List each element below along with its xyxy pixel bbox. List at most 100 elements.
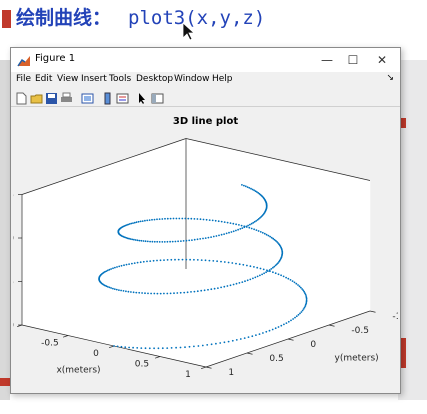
y-tick-label: 0 [310, 340, 316, 350]
data-point [133, 221, 136, 224]
data-point [244, 185, 247, 188]
data-point [197, 345, 200, 347]
menu-view[interactable]: View [57, 74, 79, 84]
data-point [196, 259, 199, 261]
data-point [231, 262, 234, 264]
menu-tools[interactable]: Tools [109, 74, 132, 84]
data-point [139, 261, 142, 264]
save-icon[interactable] [45, 90, 58, 104]
data-point [285, 322, 288, 324]
edit-plot-arrow-icon[interactable] [136, 90, 149, 104]
data-point [161, 241, 164, 243]
data-point [157, 347, 160, 350]
data-point [185, 258, 188, 261]
data-point [128, 237, 130, 240]
data-point [148, 219, 151, 221]
data-point [190, 217, 193, 220]
close-button[interactable]: ✕ [376, 53, 388, 67]
data-point [262, 268, 265, 271]
data-point [226, 285, 229, 287]
property-inspector-icon[interactable] [151, 90, 164, 104]
window-titlebar[interactable]: Figure 1 — ☐ ✕ [11, 48, 400, 72]
data-point [175, 346, 178, 349]
data-point [139, 220, 142, 223]
menu-desktop[interactable]: Desktop [136, 74, 174, 84]
data-point [258, 333, 261, 335]
data-point [235, 223, 238, 226]
data-point [261, 273, 263, 276]
data-point [175, 217, 178, 220]
data-point [227, 261, 230, 264]
data-point [166, 259, 169, 261]
data-point [273, 265, 276, 268]
slide-heading: 绘制曲线： plot3(x,y,z) [0, 0, 427, 40]
data-point [135, 291, 138, 294]
data-point [110, 287, 112, 289]
menu-help[interactable]: Help [212, 74, 233, 84]
data-point [210, 236, 213, 239]
data-point [241, 281, 244, 283]
data-point [230, 231, 233, 233]
data-point [116, 266, 118, 268]
data-point [249, 278, 252, 281]
data-point [137, 220, 140, 223]
menu-file[interactable]: File [16, 74, 32, 84]
data-point [131, 238, 134, 241]
menu-window[interactable]: Window [174, 74, 210, 84]
data-point [120, 264, 123, 267]
y-tick-mark [328, 324, 335, 327]
data-point [276, 241, 278, 243]
data-point [193, 290, 196, 293]
data-point [295, 315, 298, 318]
data-point [220, 286, 223, 289]
new-figure-icon[interactable] [15, 90, 28, 105]
data-point [152, 259, 155, 262]
open-file-icon[interactable] [30, 90, 43, 104]
print-icon[interactable] [60, 90, 73, 103]
data-point [173, 292, 175, 295]
data-point [274, 239, 277, 242]
menu-insert[interactable]: Insert [81, 74, 107, 84]
dock-arrow-icon[interactable]: ↘ [386, 73, 394, 83]
data-point [170, 347, 173, 349]
data-point [136, 239, 139, 242]
data-point [305, 300, 308, 303]
heading-bullet [2, 10, 11, 28]
data-point [255, 229, 258, 231]
data-point [138, 291, 141, 294]
data-point [237, 228, 240, 231]
insert-colorbar-icon[interactable] [101, 90, 114, 105]
data-point [219, 342, 222, 344]
data-point [189, 258, 192, 261]
data-point [164, 217, 166, 220]
link-plot-icon[interactable] [81, 90, 94, 104]
data-point [166, 347, 169, 349]
data-point [255, 220, 258, 222]
data-point [305, 297, 308, 300]
data-point [247, 224, 250, 227]
insert-legend-icon[interactable] [116, 90, 129, 104]
minimize-button[interactable]: — [321, 53, 333, 67]
data-point [304, 303, 307, 306]
data-point [184, 346, 186, 349]
data-point [125, 263, 128, 266]
data-point [248, 226, 251, 229]
data-point [193, 258, 195, 261]
data-point [305, 299, 308, 302]
data-point [243, 337, 246, 339]
data-point [183, 291, 186, 294]
data-point [148, 347, 151, 350]
data-point [156, 240, 159, 243]
data-point [161, 218, 164, 220]
data-point [241, 227, 244, 229]
data-point [116, 345, 119, 348]
menu-edit[interactable]: Edit [35, 74, 53, 84]
data-point [235, 262, 237, 265]
maximize-button[interactable]: ☐ [347, 53, 359, 67]
z-tick-label: 0 [13, 321, 14, 331]
data-point [249, 223, 251, 226]
y-tick-label: 1 [228, 368, 234, 378]
data-point [299, 286, 302, 289]
plot-3d-axes[interactable]: -1-0.500.51-1-0.500.51051015x(meters)y(m… [13, 108, 398, 391]
data-point [242, 263, 245, 266]
